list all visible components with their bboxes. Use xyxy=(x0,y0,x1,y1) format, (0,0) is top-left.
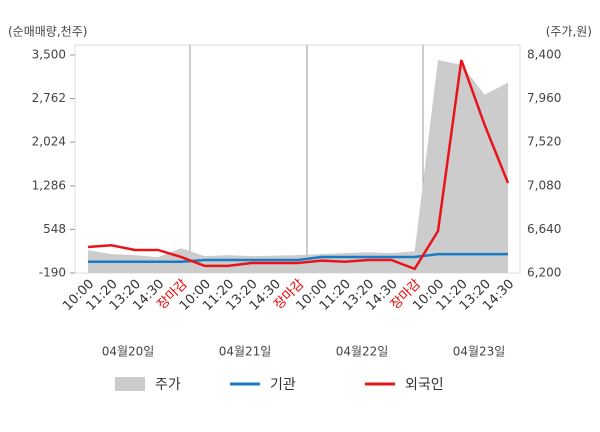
y2-tick-label: 8,400 xyxy=(527,48,561,62)
series-line xyxy=(87,59,510,271)
y-tick-label: 2,024 xyxy=(32,135,66,149)
y-tick-label: 3,500 xyxy=(32,48,66,62)
y2-axis-label: (주가,원) xyxy=(546,25,592,39)
y-tick-label: 2,762 xyxy=(32,91,66,105)
series-line xyxy=(88,252,508,264)
y-tick-label: -190 xyxy=(39,266,66,280)
y2-tick-label: 6,200 xyxy=(527,266,561,280)
y2-tick-label: 7,080 xyxy=(527,178,561,192)
price-area xyxy=(88,59,508,273)
y-axis-label: (순매매량,천주) xyxy=(8,24,87,39)
y2-tick-label: 7,520 xyxy=(527,135,561,149)
day-label: 04월21일 xyxy=(219,345,272,359)
day-label: 04월20일 xyxy=(102,345,155,359)
legend-label: 외국인 xyxy=(405,377,444,393)
y2-tick-label: 6,640 xyxy=(527,222,561,236)
y-tick-label: 1,286 xyxy=(32,178,66,192)
day-label: 04월23일 xyxy=(453,345,506,359)
y2-tick-label: 7,960 xyxy=(527,91,561,105)
day-label: 04월22일 xyxy=(336,345,389,359)
legend-label: 주가 xyxy=(155,377,181,393)
legend-label: 기관 xyxy=(270,377,296,393)
legend-swatch xyxy=(115,377,145,391)
y-tick-label: 548 xyxy=(43,222,66,236)
